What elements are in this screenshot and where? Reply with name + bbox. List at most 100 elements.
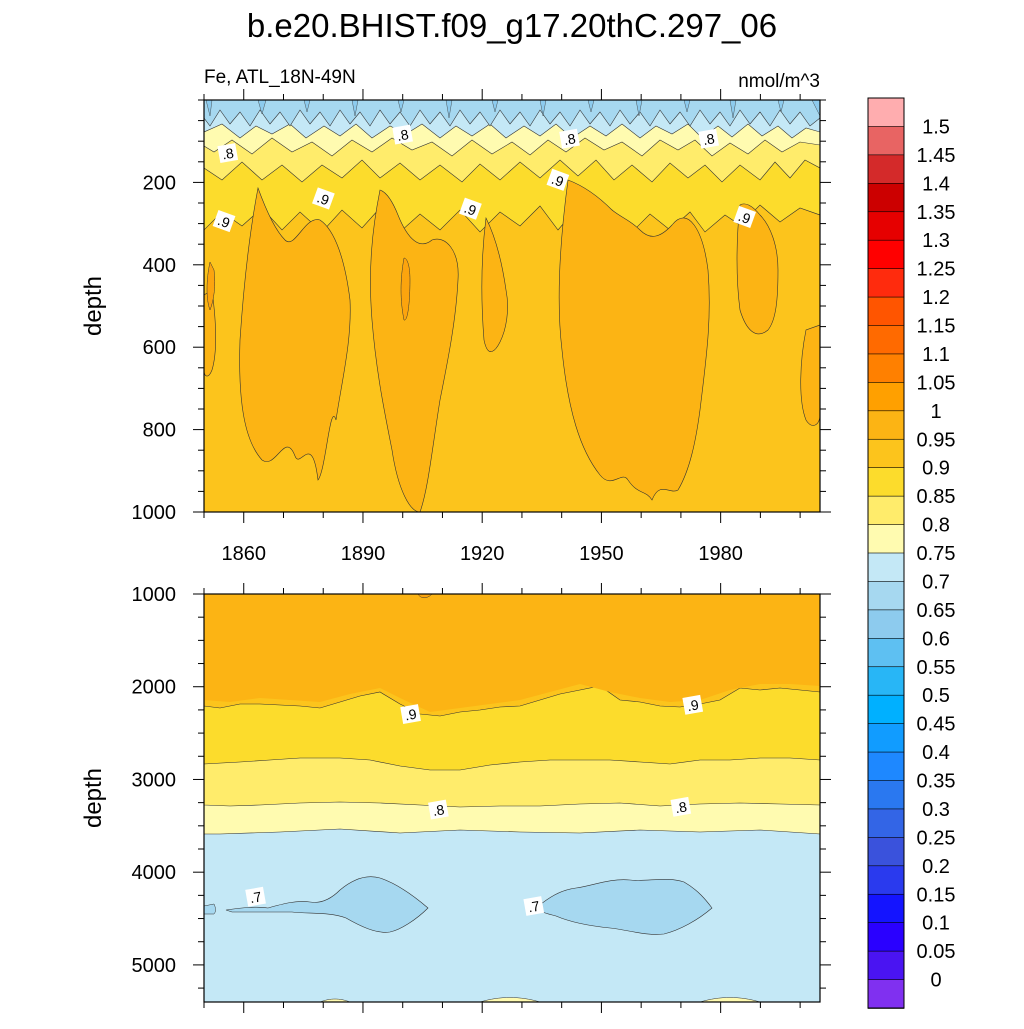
colorbar-label: 0.9 (922, 458, 950, 480)
band-0.65-0.7 (204, 100, 820, 127)
colorbar-label: 0.5 (922, 685, 950, 707)
contour-label-box (670, 796, 692, 817)
units-label: nmol/m^3 (738, 71, 820, 92)
y-tick-label: 800 (143, 420, 176, 442)
contour-label-text: .9 (549, 171, 566, 190)
contour-label-box (559, 128, 580, 149)
contour-label-box (312, 187, 335, 210)
colorbar-frame (867, 97, 905, 1009)
colorbar-swatch (867, 296, 905, 327)
y-tick-label: 1000 (132, 502, 177, 524)
contour-label: .9 (400, 704, 421, 724)
colorbar-label: 0.2 (922, 856, 950, 878)
colorbar-label: 0.75 (917, 543, 956, 565)
colorbar-label: 1.05 (917, 372, 956, 394)
colorbar-label: 1.2 (922, 287, 950, 309)
colorbar-label: 1.4 (922, 173, 950, 195)
contour-label-text: .8 (702, 130, 716, 148)
contour-label-text: .8 (396, 126, 410, 144)
contour-label-box (682, 694, 704, 715)
contour-label-text: .8 (221, 145, 235, 163)
chart-title: b.e20.BHIST.f09_g17.20thC.297_06 (247, 7, 777, 44)
colorbar-swatch (867, 609, 905, 640)
colorbar-label: 0.85 (917, 486, 956, 508)
contour-label-text: .8 (674, 798, 688, 816)
colorbar-label: 0.7 (922, 571, 950, 593)
colorbar-swatch (867, 666, 905, 696)
y-tick-label: 1000 (132, 584, 177, 606)
colorbar-label: 1.15 (917, 316, 956, 338)
contour-label: .9 (212, 210, 236, 233)
colorbar-label: 1.25 (917, 259, 956, 281)
contour-label: .9 (459, 197, 482, 220)
contour-label-box (546, 168, 570, 191)
colorbar-swatch (867, 353, 905, 384)
contour-label-text: .9 (216, 212, 233, 231)
colorbar-label: 1.1 (922, 344, 950, 366)
colorbar-swatch (867, 950, 905, 981)
band-0.65-0.7 (204, 903, 216, 915)
y-tick-label: 5000 (132, 955, 177, 977)
contour-label: .8 (698, 128, 719, 149)
colorbar-swatch (867, 211, 905, 241)
contour-label-box (698, 128, 719, 149)
colorbar-swatch (867, 382, 905, 412)
contour-label-text: .9 (404, 706, 418, 724)
x-tick-label: 1860 (221, 543, 266, 565)
contour-label-box (217, 143, 239, 164)
colorbar: 1.5 1.45 1.4 1.35 1.3 1.25 1.2 1.15 1.1 1.05 1 0.95… (867, 97, 956, 1009)
y-tick-label: 400 (143, 255, 176, 277)
patch-1-1.05 (400, 257, 411, 321)
colorbar-swatch (867, 97, 905, 128)
patch-0.95-1 (204, 289, 217, 377)
contour-label-box (428, 799, 449, 820)
contour-label: .9 (546, 168, 570, 191)
contour-label-box (523, 896, 545, 916)
colorbar-label: 0 (930, 970, 941, 992)
y-tick-label: 3000 (132, 769, 177, 791)
colorbar-swatch (867, 438, 905, 469)
colorbar-swatch (867, 325, 905, 355)
contour-label-text: .9 (686, 696, 700, 714)
colorbar-label: 0.8 (922, 515, 950, 537)
colorbar-swatch (867, 154, 905, 185)
colorbar-label: 1.3 (922, 230, 950, 252)
colorbar-swatch (867, 552, 905, 583)
colorbar-swatch (867, 239, 905, 270)
colorbar-label: 1.5 (922, 116, 950, 138)
contour-label-box (400, 704, 421, 724)
contour-label-box (392, 124, 413, 145)
colorbar-label: 0.1 (922, 913, 950, 935)
contour-label: .7 (245, 886, 266, 907)
colorbar-swatch (867, 922, 905, 952)
contour-label: .8 (559, 128, 580, 149)
colorbar-label: 0.35 (917, 771, 956, 793)
contour-label-box (212, 210, 236, 233)
patch-0.95-1 (370, 189, 459, 512)
band-0.6-0.65 (205, 100, 820, 119)
contour-label: .8 (392, 124, 413, 145)
x-tick-label: 1980 (698, 543, 743, 565)
colorbar-label: 0.25 (917, 827, 956, 849)
contour-label: .9 (682, 694, 704, 715)
colorbar-label: 1.35 (917, 202, 956, 224)
colorbar-label: 0.45 (917, 714, 956, 736)
y-tick-label: 600 (143, 337, 176, 359)
colorbar-swatch (867, 723, 905, 753)
contour-label: .9 (312, 187, 335, 210)
colorbar-label: 0.55 (917, 657, 956, 679)
patch-0.95-1 (481, 216, 508, 352)
colorbar-swatch (867, 893, 905, 924)
band-0.65-0.7 (535, 878, 713, 935)
colorbar-label: 0.3 (922, 799, 950, 821)
contour-label-box (245, 886, 266, 907)
lower-y-axis-title: depth (80, 768, 107, 828)
contour-label-text: .9 (462, 200, 479, 219)
variable-label: Fe, ATL_18N-49N (204, 67, 356, 88)
contour-label: .9 (733, 205, 757, 229)
y-tick-label: 2000 (132, 677, 177, 699)
colorbar-label: 0.95 (917, 429, 956, 451)
patch-0.95-1 (239, 186, 351, 481)
contour-label: .8 (670, 796, 692, 817)
y-tick-label: 200 (143, 172, 176, 194)
